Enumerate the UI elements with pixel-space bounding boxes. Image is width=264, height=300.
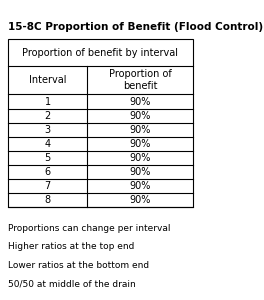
Text: Higher ratios at the top end: Higher ratios at the top end [8, 242, 134, 251]
Text: 8: 8 [44, 195, 51, 205]
Text: 90%: 90% [129, 139, 150, 149]
Text: Interval: Interval [29, 75, 66, 85]
Text: 90%: 90% [129, 181, 150, 191]
Text: 50/50 at middle of the drain: 50/50 at middle of the drain [8, 280, 136, 289]
Text: 90%: 90% [129, 153, 150, 163]
Text: Lower ratios at the bottom end: Lower ratios at the bottom end [8, 261, 149, 270]
Text: 90%: 90% [129, 97, 150, 106]
Text: 15-8C Proportion of Benefit (Flood Control): 15-8C Proportion of Benefit (Flood Contr… [8, 22, 263, 32]
Text: 90%: 90% [129, 125, 150, 135]
Text: 3: 3 [44, 125, 51, 135]
Text: 6: 6 [44, 167, 51, 177]
Text: 4: 4 [44, 139, 51, 149]
Text: Proportion of benefit by interval: Proportion of benefit by interval [22, 47, 178, 58]
Text: 90%: 90% [129, 111, 150, 121]
Text: 5: 5 [44, 153, 51, 163]
Text: Proportion of
benefit: Proportion of benefit [109, 69, 171, 92]
Text: 90%: 90% [129, 167, 150, 177]
Text: 2: 2 [44, 111, 51, 121]
Text: 90%: 90% [129, 195, 150, 205]
Text: Proportions can change per interval: Proportions can change per interval [8, 224, 171, 233]
Bar [8, 39, 193, 207]
Text: 1: 1 [44, 97, 51, 106]
Text: 7: 7 [44, 181, 51, 191]
